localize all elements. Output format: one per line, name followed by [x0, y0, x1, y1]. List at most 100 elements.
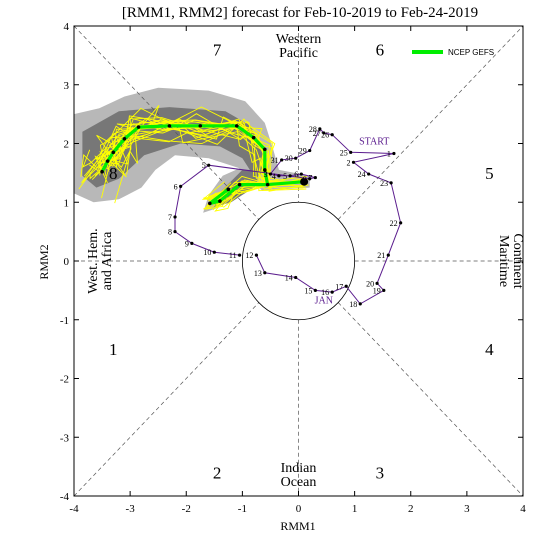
observed-day-point	[179, 184, 183, 188]
forecast-day-point	[234, 124, 239, 128]
observed-day-label: 21	[377, 251, 385, 260]
forecast-day-point	[198, 124, 203, 128]
unit-circle	[241, 201, 356, 321]
observed-day-label: 6	[174, 182, 178, 191]
forecast-branch-point	[208, 201, 212, 206]
forecast-day-point	[111, 150, 116, 155]
chart-title: [RMM1, RMM2] forecast for Feb-10-2019 to…	[122, 5, 478, 21]
month-label: JAN	[315, 295, 333, 306]
forecast-day-point	[105, 159, 110, 163]
observed-day-point	[330, 290, 334, 294]
observed-day-label: 23	[380, 179, 388, 188]
observed-day-point	[349, 150, 353, 154]
y-tick-label: -1	[60, 315, 69, 327]
forecast-branch-point	[237, 182, 242, 187]
y-tick-label: -4	[60, 491, 70, 503]
observed-day-point	[190, 241, 194, 245]
observed-day-label: 29	[299, 147, 307, 156]
observed-day-label: 6	[294, 170, 298, 179]
phase-label: 4	[485, 340, 494, 359]
phase-label: 8	[109, 164, 118, 183]
observed-day-point	[392, 151, 396, 156]
observed-day-label: 5	[283, 172, 287, 181]
observed-day-label: 16	[321, 288, 329, 297]
observed-day-point	[313, 175, 317, 180]
observed-day-point	[367, 172, 371, 176]
observed-day-point	[322, 131, 326, 135]
y-tick-label: 3	[64, 80, 70, 92]
observed-day-label: 7	[168, 213, 172, 222]
observed-day-point	[237, 253, 242, 257]
observed-day-point	[358, 302, 362, 306]
forecast-day-point	[167, 124, 172, 128]
phase-label: 5	[485, 164, 494, 183]
observed-day-label: 3	[263, 170, 267, 179]
y-tick-label: 0	[64, 256, 70, 268]
region-label-right: Continent	[510, 233, 525, 288]
x-tick-label: 1	[352, 503, 358, 515]
observed-day-point	[294, 156, 298, 160]
forecast-day-point	[263, 168, 267, 172]
observed-day-point	[173, 230, 177, 234]
x-tick-label: 0	[296, 503, 302, 515]
phase-label: 6	[376, 41, 385, 60]
y-axis-label: RMM2	[37, 244, 51, 279]
observed-day-label: 19	[373, 286, 381, 295]
observed-day-label: 2	[347, 158, 351, 167]
guide-diagonal-4	[337, 302, 524, 497]
region-label-left: and Africa	[100, 231, 115, 290]
observed-day-point	[263, 271, 267, 275]
ensemble-member	[94, 115, 302, 190]
region-label-bottom: Indian	[281, 461, 317, 476]
region-label-right: Maritime	[496, 235, 511, 287]
observed-day-point	[277, 174, 281, 178]
forecast-start-marker	[300, 177, 309, 186]
forecast-day-point	[100, 169, 104, 174]
x-tick-label: -1	[238, 503, 247, 515]
observed-day-point	[212, 250, 216, 254]
y-tick-label: 1	[64, 197, 70, 209]
observed-day-label: 25	[340, 148, 348, 157]
forecast-spread	[74, 87, 310, 213]
observed-day-label: 8	[303, 175, 307, 184]
y-tick-label: -2	[60, 374, 69, 386]
ensemble-member	[94, 118, 304, 185]
observed-day-label: 24	[358, 170, 366, 179]
observed-day-point	[308, 148, 312, 153]
observed-day-point	[375, 281, 379, 285]
x-tick-label: 2	[408, 503, 414, 515]
observed-day-label: 4	[272, 172, 276, 181]
observed-day-point	[308, 177, 312, 181]
observed-day-label: 5	[202, 161, 206, 170]
observed-day-point	[386, 253, 390, 257]
x-axis-label: RMM1	[280, 519, 315, 533]
observed-day-point	[299, 172, 303, 176]
month-label: START	[359, 137, 389, 148]
observed-day-label: 13	[254, 269, 262, 278]
phase-label: 1	[109, 340, 118, 359]
phase-label: 3	[376, 464, 385, 483]
forecast-branch-point	[226, 187, 231, 192]
forecast-day-point	[251, 135, 256, 140]
phase-label: 2	[213, 464, 222, 483]
region-label-top: Western	[276, 32, 322, 47]
observed-day-label: 28	[309, 125, 317, 134]
observed-day-point	[288, 174, 292, 178]
y-tick-label: 2	[64, 139, 70, 151]
observed-day-label: 9	[185, 239, 189, 248]
forecast-branch-point	[218, 199, 222, 203]
guide-diagonal-2	[337, 25, 524, 220]
observed-day-label: 26	[321, 131, 329, 140]
observed-day-label: 1	[387, 149, 391, 158]
observed-day-label: 20	[366, 279, 374, 288]
observed-day-point	[399, 221, 403, 225]
ensemble-member	[82, 106, 306, 188]
observed-day-label: 14	[285, 273, 293, 282]
forecast-day-point	[122, 137, 127, 141]
forecast-day-point	[265, 182, 270, 187]
x-tick-label: -4	[69, 503, 79, 515]
observed-day-label: 31	[271, 156, 279, 165]
forecast-day-point	[136, 125, 141, 129]
phase-label: 7	[213, 41, 222, 60]
